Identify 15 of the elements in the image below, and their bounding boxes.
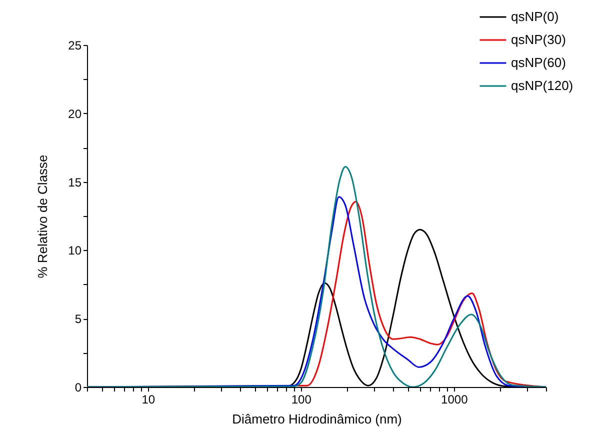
y-tick-label: 15 xyxy=(68,175,82,190)
legend-label: qsNP(0) xyxy=(511,9,559,24)
x-tick-label: 100 xyxy=(291,392,312,406)
y-tick-label: 25 xyxy=(68,38,82,52)
x-tick-label: 10 xyxy=(142,392,156,406)
legend-label: qsNP(120) xyxy=(511,78,574,93)
x-tick-label: 1000 xyxy=(441,392,468,406)
y-tick-label: 5 xyxy=(74,312,82,326)
x-axis-title: Diâmetro Hidrodinâmico (nm) xyxy=(232,412,402,426)
y-tick-label: 20 xyxy=(68,106,82,121)
legend-label: qsNP(60) xyxy=(511,55,566,70)
y-axis-title: % Relativo de Classe xyxy=(35,154,50,278)
legend-label: qsNP(30) xyxy=(511,32,566,47)
y-tick-label: 0 xyxy=(74,380,82,394)
y-tick-label: 10 xyxy=(68,244,82,258)
